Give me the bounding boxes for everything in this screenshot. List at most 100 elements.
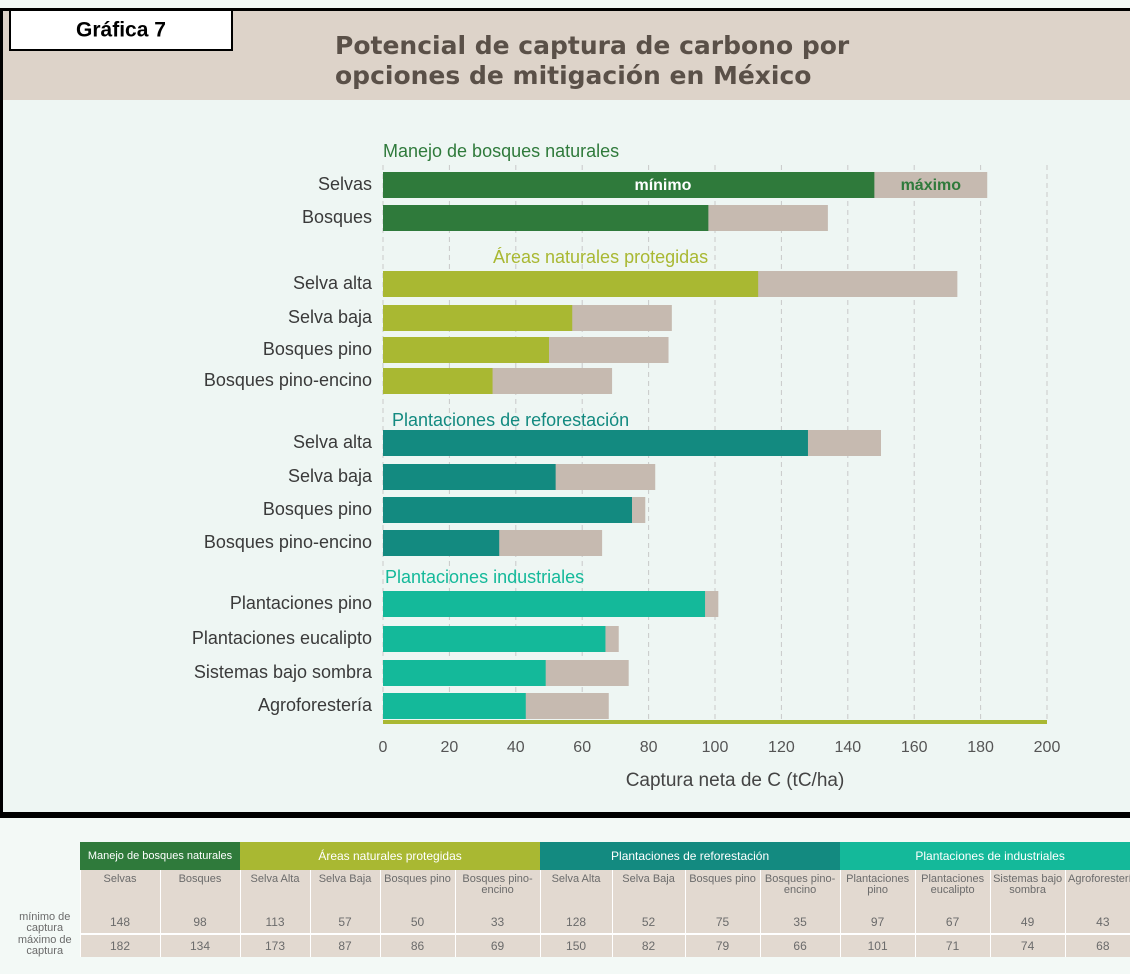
- column-header: Selva Alta: [239, 870, 311, 912]
- table-value: 49: [989, 912, 1066, 934]
- frame: [0, 812, 1130, 818]
- group-header: Manejo de bosques naturales: [80, 842, 241, 870]
- table-value: 134: [159, 933, 241, 957]
- title: Potencial de captura de carbono por: [335, 31, 850, 60]
- y-tick-label: Plantaciones eucalipto: [192, 628, 372, 648]
- table-value: 182: [79, 933, 160, 957]
- column-header: Bosques pino-encino: [454, 870, 541, 912]
- group-header: Plantaciones de reforestación: [540, 842, 841, 870]
- column-header: Selva Baja: [611, 870, 686, 912]
- column-header: Bosques: [159, 870, 241, 912]
- column-header: Bosques pino: [379, 870, 456, 912]
- bar-min: [383, 693, 526, 719]
- column-header: Plantaciones pino: [839, 870, 916, 912]
- y-tick-label: Sistemas bajo sombra: [194, 662, 373, 682]
- group-header: Plantaciones de industriales: [840, 842, 1130, 870]
- group-title: Plantaciones de reforestación: [392, 410, 629, 430]
- bar-min: [383, 464, 556, 490]
- bar-min: [383, 530, 500, 556]
- badge-box: [9, 9, 233, 51]
- x-tick-label: 60: [573, 739, 591, 756]
- corner-cell: [10, 842, 80, 870]
- table-row: Selvas Bosques Selva Alta Selva Baja Bosques…: [10, 870, 1130, 912]
- bar-min: [383, 430, 808, 456]
- x-axis-label: Captura neta de C (tC/ha): [626, 770, 845, 791]
- y-tick-label: Selva alta: [293, 432, 373, 452]
- y-tick-label: Selva baja: [288, 466, 373, 486]
- y-tick-label: Bosques: [302, 207, 372, 227]
- bar-min: [383, 497, 632, 523]
- x-tick-label: 100: [702, 739, 729, 756]
- row-header: mínimo de captura: [19, 912, 71, 934]
- table-value: 74: [989, 933, 1066, 957]
- table-value: 52: [611, 912, 686, 934]
- y-tick-label: Bosques pino-encino: [204, 532, 372, 552]
- frame: [0, 8, 1130, 11]
- table-row: Manejo de bosques naturales Áreas natural…: [10, 842, 1130, 870]
- annotation: máximo: [901, 177, 962, 194]
- table-value: 67: [914, 912, 991, 934]
- table-value: 71: [914, 933, 991, 957]
- table-value: 33: [454, 912, 541, 934]
- table-value: 148: [79, 912, 160, 934]
- y-tick-label: Selva alta: [293, 273, 373, 293]
- table-value: 50: [379, 912, 456, 934]
- table-value: 173: [239, 933, 311, 957]
- x-tick-label: 120: [768, 739, 795, 756]
- table-value: 113: [239, 912, 311, 934]
- column-header: Selva Baja: [309, 870, 381, 912]
- group-title: Áreas naturales protegidas: [493, 247, 708, 267]
- table-value: 97: [839, 912, 916, 934]
- frame: [0, 8, 3, 818]
- table-value: 101: [839, 933, 916, 957]
- bar-min: [383, 305, 573, 331]
- x-axis: [383, 720, 1047, 724]
- group-title: Plantaciones industriales: [385, 567, 584, 587]
- column-header: Sistemas bajo sombra: [989, 870, 1066, 912]
- badge: Gráfica 7: [76, 19, 166, 42]
- annotation: mínimo: [634, 177, 691, 194]
- corner-cell: [10, 870, 80, 912]
- group-title: Manejo de bosques naturales: [383, 141, 619, 161]
- table-value: 86: [379, 933, 456, 957]
- x-tick-label: 160: [901, 739, 928, 756]
- title: opciones de mitigación en México: [335, 61, 811, 90]
- table-row: mínimo de captura 148 98 113 57 50 33 128 52 75 35…: [10, 912, 1130, 934]
- x-tick-label: 140: [834, 739, 861, 756]
- column-header: Agroforestería: [1064, 870, 1130, 912]
- x-tick-label: 20: [441, 739, 459, 756]
- x-tick-label: 80: [640, 739, 658, 756]
- bar-min: [383, 271, 759, 297]
- table: Manejo de bosques naturales Áreas natural…: [10, 842, 1130, 957]
- column-header: Selvas: [79, 870, 160, 912]
- table-value: 128: [539, 912, 613, 934]
- y-tick-label: Plantaciones pino: [230, 593, 372, 613]
- table-value: 66: [759, 933, 841, 957]
- x-tick-label: 180: [967, 739, 994, 756]
- table-value: 35: [759, 912, 841, 934]
- table-value: 43: [1064, 912, 1130, 934]
- bar-min: [383, 368, 493, 394]
- row-header: máximo de captura: [17, 934, 72, 957]
- table-value: 98: [159, 912, 241, 934]
- table-value: 82: [611, 933, 686, 957]
- column-header: Selva Alta: [539, 870, 613, 912]
- table-row: máximo de captura 182 134 173 87 86 69 150 82 79 6…: [10, 933, 1130, 957]
- table-value: 69: [454, 933, 541, 957]
- bar-min: [383, 337, 549, 363]
- x-tick-label: 200: [1034, 739, 1061, 756]
- column-header: Plantaciones eucalipto: [914, 870, 991, 912]
- bar-min: [383, 172, 875, 198]
- x-tick-label: 40: [507, 739, 525, 756]
- table-value: 75: [684, 912, 761, 934]
- y-tick-label: Bosques pino: [263, 499, 372, 519]
- table-value: 79: [684, 933, 761, 957]
- y-tick-label: Agroforestería: [258, 695, 373, 715]
- table-value: 87: [309, 933, 381, 957]
- column-header: Bosques pino: [684, 870, 761, 912]
- y-tick-label: Selvas: [318, 174, 372, 194]
- y-tick-label: Selva baja: [288, 307, 373, 327]
- table-value: 68: [1064, 933, 1130, 957]
